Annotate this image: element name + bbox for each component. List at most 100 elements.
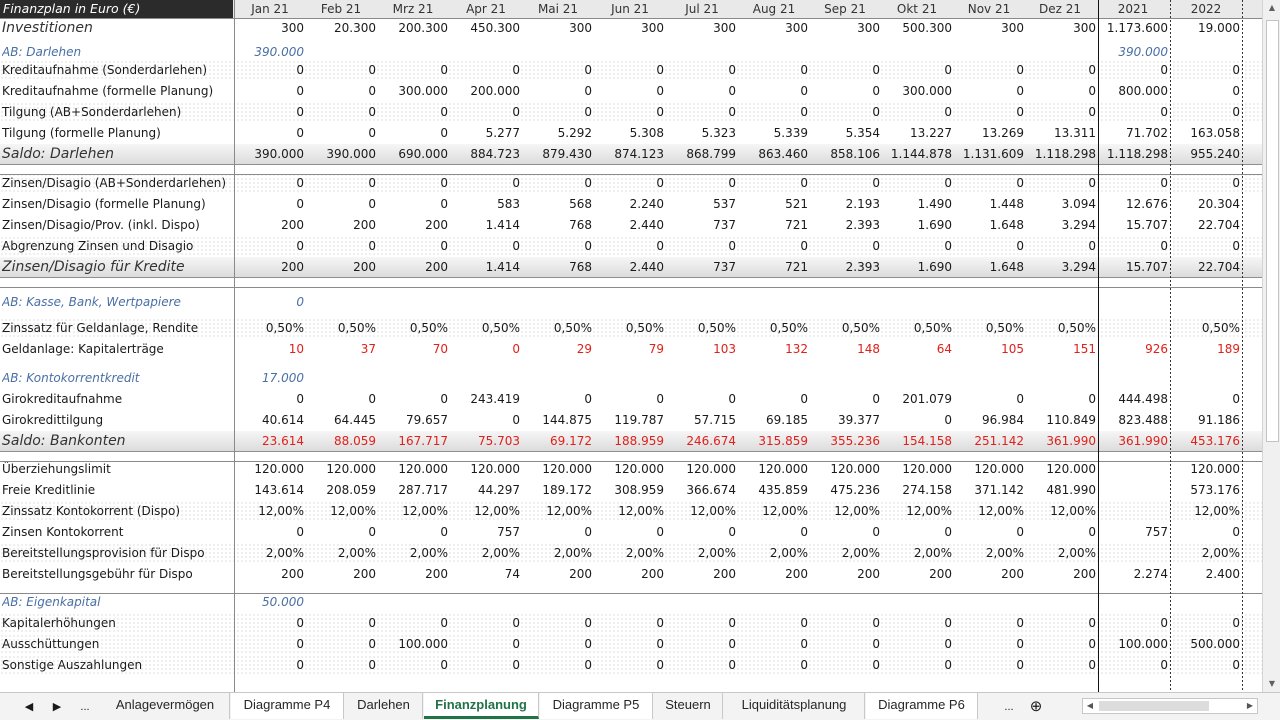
table-cell[interactable]: 0 <box>1160 658 1168 672</box>
table-cell[interactable]: 0 <box>656 392 664 406</box>
sheet-tab[interactable]: Diagramme P6 <box>866 693 978 719</box>
table-cell[interactable]: 0 <box>1160 176 1168 190</box>
table-cell[interactable]: 163.058 <box>1190 126 1240 140</box>
table-cell[interactable]: 481.990 <box>1046 483 1096 497</box>
table-cell[interactable]: 15.707 <box>1126 260 1168 274</box>
table-cell[interactable]: 366.674 <box>686 483 736 497</box>
table-cell[interactable]: 143.614 <box>254 483 304 497</box>
table-cell[interactable]: 1.690 <box>917 218 952 232</box>
row-label[interactable]: Girokreditaufnahme <box>2 392 123 406</box>
row-label[interactable]: Zinsen/Disagio/Prov. (inkl. Dispo) <box>2 218 200 232</box>
column-header[interactable]: Mai 21 <box>537 2 579 16</box>
row-label[interactable]: Zinsen/Disagio für Kredite <box>2 259 185 275</box>
table-cell[interactable]: 0 <box>800 525 808 539</box>
table-cell[interactable]: 800.000 <box>1118 84 1168 98</box>
row-label[interactable]: Zinssatz für Geldanlage, Rendite <box>2 321 199 335</box>
column-header[interactable]: Jun 21 <box>611 2 649 16</box>
table-cell[interactable]: 0 <box>512 176 520 190</box>
column-header[interactable]: 2021 <box>1117 2 1149 16</box>
table-cell[interactable]: 0 <box>1232 63 1240 77</box>
table-cell[interactable]: 12,00% <box>978 504 1024 518</box>
table-cell[interactable]: 243.419 <box>470 392 520 406</box>
table-cell[interactable]: 2,00% <box>409 546 448 560</box>
table-cell[interactable]: 0 <box>1232 105 1240 119</box>
table-cell[interactable]: 10 <box>288 342 304 356</box>
table-cell[interactable]: 0 <box>800 637 808 651</box>
sheet-tab[interactable]: Anlagevermögen <box>101 693 230 719</box>
table-cell[interactable]: 521 <box>785 197 808 211</box>
table-cell[interactable]: 3.294 <box>1061 260 1096 274</box>
table-cell[interactable]: 0 <box>1016 105 1024 119</box>
table-cell[interactable]: 2.393 <box>845 218 880 232</box>
table-cell[interactable]: 29 <box>576 342 592 356</box>
table-cell[interactable]: 0 <box>368 239 376 253</box>
table-cell[interactable]: 0 <box>872 105 880 119</box>
table-cell[interactable]: 2,00% <box>1201 546 1240 560</box>
table-cell[interactable]: 12,00% <box>1194 504 1240 518</box>
table-cell[interactable]: 0 <box>656 84 664 98</box>
column-header[interactable]: Nov 21 <box>967 2 1011 16</box>
table-cell[interactable]: 0,50% <box>913 321 952 335</box>
table-cell[interactable]: 69.185 <box>766 413 808 427</box>
table-cell[interactable]: 0 <box>512 637 520 651</box>
table-cell[interactable]: 70 <box>432 342 448 356</box>
table-cell[interactable]: 0 <box>1160 239 1168 253</box>
table-cell[interactable]: 0,50% <box>1201 321 1240 335</box>
table-cell[interactable]: 120.000 <box>902 462 952 476</box>
table-cell[interactable]: 200 <box>281 260 304 274</box>
table-cell[interactable]: 2.393 <box>845 260 880 274</box>
table-cell[interactable]: 444.498 <box>1118 392 1168 406</box>
table-cell[interactable]: 5.292 <box>557 126 592 140</box>
table-cell[interactable]: 17.000 <box>262 371 304 385</box>
horizontal-scrollbar[interactable]: ◀ ▶ <box>1082 698 1258 714</box>
table-cell[interactable]: 0 <box>1016 525 1024 539</box>
table-cell[interactable]: 120.000 <box>470 462 520 476</box>
table-cell[interactable]: 2,00% <box>481 546 520 560</box>
table-cell[interactable]: 0 <box>368 84 376 98</box>
table-cell[interactable]: 0 <box>872 637 880 651</box>
table-cell[interactable]: 583 <box>497 197 520 211</box>
table-cell[interactable]: 0,50% <box>841 321 880 335</box>
table-cell[interactable]: 200 <box>281 218 304 232</box>
row-label[interactable]: Tilgung (AB+Sonderdarlehen) <box>2 105 182 119</box>
scroll-down-icon[interactable]: ▼ <box>1268 679 1276 688</box>
column-header[interactable]: Okt 21 <box>896 2 938 16</box>
table-cell[interactable]: 0 <box>1160 63 1168 77</box>
table-cell[interactable]: 0 <box>440 105 448 119</box>
table-cell[interactable]: 0 <box>296 84 304 98</box>
table-cell[interactable]: 0 <box>1232 84 1240 98</box>
table-cell[interactable]: 0 <box>1016 392 1024 406</box>
table-cell[interactable]: 0 <box>944 105 952 119</box>
table-cell[interactable]: 40.614 <box>262 413 304 427</box>
table-cell[interactable]: 0 <box>296 637 304 651</box>
table-cell[interactable]: 300 <box>1001 21 1024 35</box>
table-cell[interactable]: 37 <box>360 342 376 356</box>
table-cell[interactable]: 12,00% <box>474 504 520 518</box>
table-cell[interactable]: 189.172 <box>542 483 592 497</box>
row-label[interactable]: AB: Kasse, Bank, Wertpapiere <box>2 295 181 309</box>
table-cell[interactable]: 926 <box>1145 342 1168 356</box>
table-cell[interactable]: 0 <box>584 637 592 651</box>
table-cell[interactable]: 0,50% <box>1057 321 1096 335</box>
row-label[interactable]: Geldanlage: Kapitalerträge <box>2 342 164 356</box>
table-cell[interactable]: 500.300 <box>902 21 952 35</box>
column-header[interactable]: Dez 21 <box>1038 2 1081 16</box>
table-cell[interactable]: 0 <box>368 658 376 672</box>
table-cell[interactable]: 188.959 <box>614 434 664 448</box>
row-label[interactable]: Zinsen/Disagio (formelle Planung) <box>2 197 206 211</box>
table-cell[interactable]: 0 <box>512 239 520 253</box>
table-cell[interactable]: 0,50% <box>769 321 808 335</box>
table-cell[interactable]: 475.236 <box>830 483 880 497</box>
table-cell[interactable]: 0 <box>728 176 736 190</box>
table-cell[interactable]: 0 <box>296 126 304 140</box>
table-cell[interactable]: 0 <box>296 239 304 253</box>
table-cell[interactable]: 0 <box>800 105 808 119</box>
table-cell[interactable]: 0 <box>584 84 592 98</box>
table-cell[interactable]: 132 <box>785 342 808 356</box>
table-cell[interactable]: 0 <box>944 63 952 77</box>
table-cell[interactable]: 0 <box>368 197 376 211</box>
column-header[interactable]: Sep 21 <box>824 2 866 16</box>
table-cell[interactable]: 0 <box>512 413 520 427</box>
table-cell[interactable]: 0 <box>944 413 952 427</box>
row-label[interactable]: Sonstige Auszahlungen <box>2 658 143 672</box>
